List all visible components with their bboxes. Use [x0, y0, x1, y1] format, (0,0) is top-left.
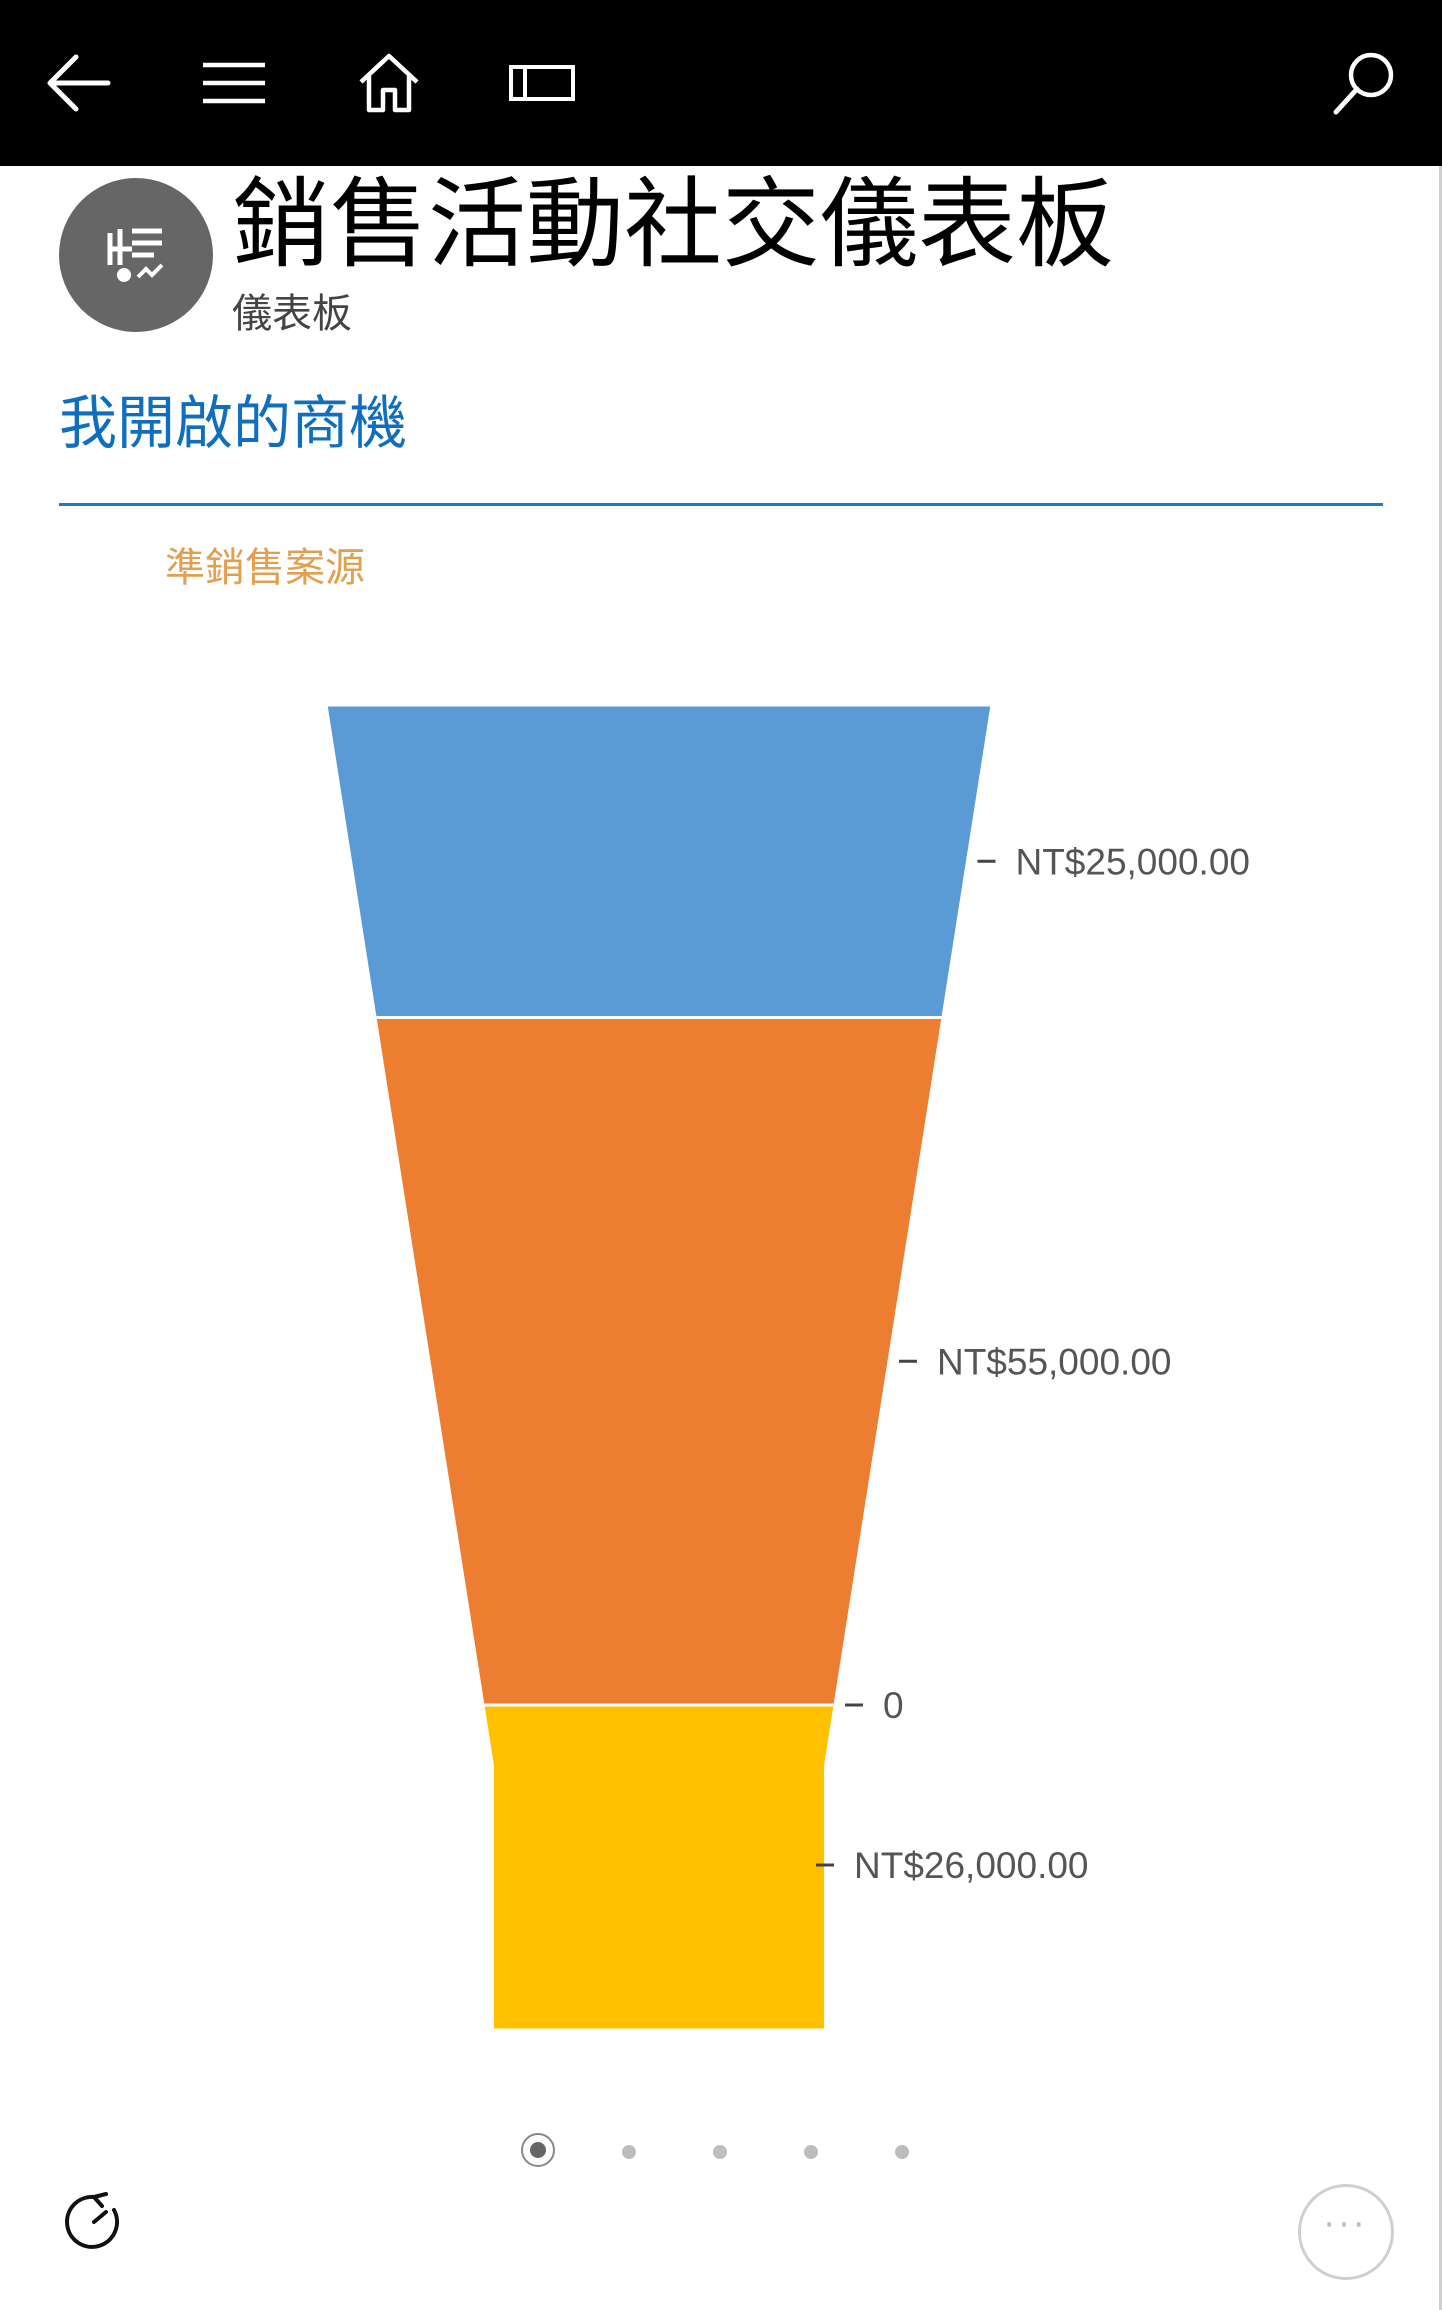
legend-item: 準銷售案源 — [165, 545, 365, 591]
more-label: ··· — [1323, 2205, 1369, 2245]
arrow-left-icon[interactable] — [32, 40, 122, 126]
content-border — [1439, 166, 1442, 2310]
hamburger-icon[interactable] — [189, 40, 279, 126]
page-dot-active[interactable] — [521, 2133, 555, 2167]
section-divider — [59, 503, 1383, 506]
page-subtitle: 儀表板 — [232, 291, 352, 337]
data-label: NT$26,000.00 — [854, 1845, 1089, 1886]
page-dot[interactable] — [804, 2145, 818, 2159]
home-icon[interactable] — [344, 40, 434, 126]
page-dot[interactable] — [622, 2145, 636, 2159]
search-icon[interactable] — [1320, 40, 1410, 126]
page-title: 銷售活動社交儀表板 — [232, 168, 1115, 282]
top-app-bar — [0, 0, 1442, 166]
funnel-segment[interactable] — [373, 1016, 945, 1707]
panel-icon[interactable] — [497, 40, 587, 126]
data-label: NT$55,000.00 — [937, 1341, 1172, 1382]
page-dot[interactable] — [895, 2145, 909, 2159]
page-indicator — [500, 2130, 950, 2174]
data-label: NT$25,000.00 — [1015, 841, 1250, 882]
section-title[interactable]: 我開啟的商機 — [59, 389, 408, 457]
dashboard-icon — [59, 178, 213, 332]
data-label: 0 — [883, 1685, 904, 1726]
funnel-chart: NT$25,000.00 NT$55,000.00 0 NT$26,000.00 — [324, 703, 1250, 2032]
page-dot[interactable] — [713, 2145, 727, 2159]
funnel-segment[interactable] — [481, 1703, 837, 2032]
more-icon[interactable]: ··· — [1298, 2184, 1394, 2280]
refresh-icon[interactable] — [62, 2190, 126, 2254]
funnel-segment[interactable] — [324, 703, 994, 1019]
